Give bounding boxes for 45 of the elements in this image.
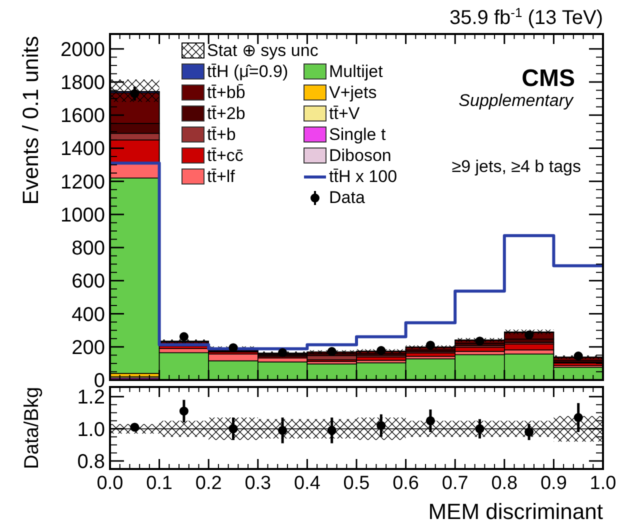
annotation: Supplementary bbox=[458, 91, 574, 110]
x-tick-label: 0.8 bbox=[491, 473, 518, 494]
x-tick-label: 0.6 bbox=[392, 473, 420, 494]
y-tick-label: 1600 bbox=[60, 105, 105, 128]
legend-label: tt̄+bb̄ bbox=[207, 83, 246, 102]
y-tick-label: 2000 bbox=[60, 38, 105, 61]
x-tick-label: 0.2 bbox=[195, 473, 222, 494]
y-tick-label: 1.0 bbox=[77, 418, 105, 441]
chart-title: 35.9 fb$^{-1}$ (13 TeV) bbox=[449, 4, 603, 29]
legend-label: tt̄+V bbox=[329, 104, 360, 123]
x-tick-label: 0.1 bbox=[146, 473, 173, 494]
legend-label: tt̄+b bbox=[207, 125, 236, 144]
legend-label: tt̄H x 100 bbox=[329, 167, 398, 186]
x-tick-label: 0.3 bbox=[244, 473, 272, 494]
y-axis-title: Data/Bkg bbox=[21, 386, 43, 470]
legend-label: Single t bbox=[329, 125, 386, 144]
legend-label: Stat ⊕ sys unc bbox=[207, 41, 319, 60]
annotation: ≥9 jets, ≥4 b tags bbox=[452, 157, 581, 176]
y-tick-label: 1000 bbox=[60, 204, 105, 226]
x-tick-label: 0.4 bbox=[294, 473, 321, 494]
x-tick-label: 0.5 bbox=[343, 473, 370, 494]
x-tick-label: 0.7 bbox=[442, 473, 468, 494]
y-tick-label: 200 bbox=[72, 336, 105, 359]
legend-label: Diboson bbox=[329, 146, 392, 165]
x-tick-label: 1.0 bbox=[590, 473, 616, 494]
x-tick-label: 0.9 bbox=[540, 473, 567, 494]
legend-label: tt̄H (μ̂=0.9) bbox=[207, 62, 288, 81]
legend-label: Data bbox=[329, 188, 366, 207]
legend-label: V+jets bbox=[329, 83, 377, 102]
y-tick-label: 600 bbox=[72, 270, 105, 293]
x-tick-label: 0.0 bbox=[96, 473, 124, 494]
y-tick-label: 1200 bbox=[60, 171, 105, 194]
x-axis-title: MEM discriminant bbox=[428, 499, 603, 524]
legend-label: tt̄+2b bbox=[207, 104, 246, 123]
legend-label: tt̄+cc̄ bbox=[207, 146, 244, 165]
y-tick-label: 1.2 bbox=[77, 386, 105, 409]
y-axis-title: Events / 0.1 units bbox=[18, 36, 43, 205]
y-tick-label: 1800 bbox=[60, 72, 105, 94]
annotation: CMS bbox=[522, 65, 575, 92]
legend-label: tt̄+lf bbox=[207, 167, 236, 186]
y-tick-label: 400 bbox=[72, 304, 105, 326]
y-tick-label: 800 bbox=[72, 238, 105, 260]
legend-label: Multijet bbox=[329, 62, 384, 81]
y-tick-label: 1400 bbox=[60, 138, 105, 160]
y-tick-label: 0.8 bbox=[77, 450, 105, 473]
